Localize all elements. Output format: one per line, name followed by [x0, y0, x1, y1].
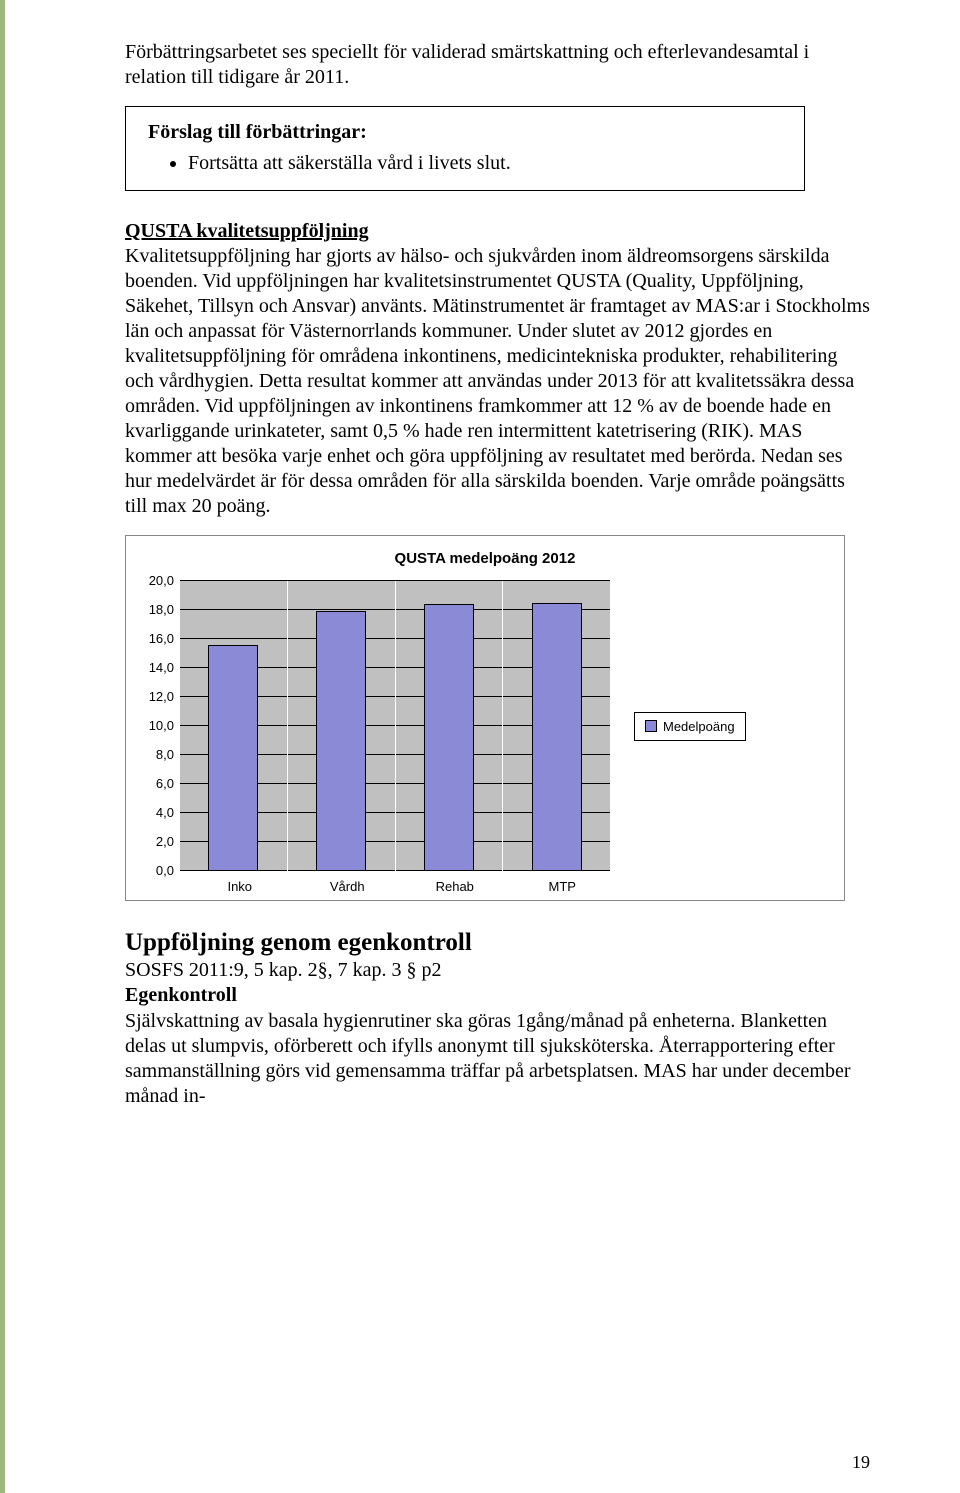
bar-slot — [180, 581, 288, 871]
chart-title: QUSTA medelpoäng 2012 — [140, 550, 830, 567]
x-tick: MTP — [509, 871, 617, 894]
egenkontroll-sub: SOSFS 2011:9, 5 kap. 2§, 7 kap. 3 § p2 — [125, 959, 870, 982]
qusta-heading: QUSTA kvalitetsuppföljning — [125, 220, 369, 242]
chart-row: 0,02,04,06,08,010,012,014,016,018,020,0 … — [140, 581, 830, 871]
plot-wrap: 0,02,04,06,08,010,012,014,016,018,020,0 — [140, 581, 610, 871]
document-page: Förbättringsarbetet ses speciellt för va… — [0, 0, 960, 1493]
y-axis: 0,02,04,06,08,010,012,014,016,018,020,0 — [140, 581, 180, 871]
qusta-body: Kvalitetsuppföljning har gjorts av hälso… — [125, 245, 870, 517]
egenkontroll-sub-heading: Egenkontroll — [125, 984, 870, 1007]
chart-legend: Medelpoäng — [634, 712, 746, 741]
bar-slot — [288, 581, 396, 871]
bar-slot — [503, 581, 610, 871]
bar — [424, 604, 474, 871]
egenkontroll-heading: Uppföljning genom egenkontroll — [125, 929, 870, 957]
bar-slot — [396, 581, 504, 871]
suggestions-list: Fortsätta att säkerställa vård i livets … — [148, 150, 786, 176]
page-number: 19 — [852, 1452, 870, 1473]
x-axis: InkoVårdhRehabMTP — [186, 871, 616, 894]
bar — [316, 611, 366, 871]
legend-label: Medelpoäng — [663, 719, 735, 734]
intro-paragraph: Förbättringsarbetet ses speciellt för va… — [125, 40, 870, 90]
egenkontroll-body: Självskattning av basala hygienrutiner s… — [125, 1009, 870, 1109]
suggestion-item: Fortsätta att säkerställa vård i livets … — [188, 150, 786, 176]
x-tick: Rehab — [401, 871, 509, 894]
bars — [180, 581, 610, 871]
qusta-chart: QUSTA medelpoäng 2012 0,02,04,06,08,010,… — [125, 535, 845, 901]
x-tick: Vårdh — [294, 871, 402, 894]
suggestions-box: Förslag till förbättringar: Fortsätta at… — [125, 106, 805, 191]
bar — [208, 645, 258, 871]
bar — [532, 603, 582, 871]
plot-area — [180, 581, 610, 871]
qusta-section: QUSTA kvalitetsuppföljning Kvalitetsuppf… — [125, 219, 870, 519]
suggestions-title: Förslag till förbättringar: — [148, 121, 786, 144]
legend-swatch — [645, 720, 657, 732]
x-tick: Inko — [186, 871, 294, 894]
